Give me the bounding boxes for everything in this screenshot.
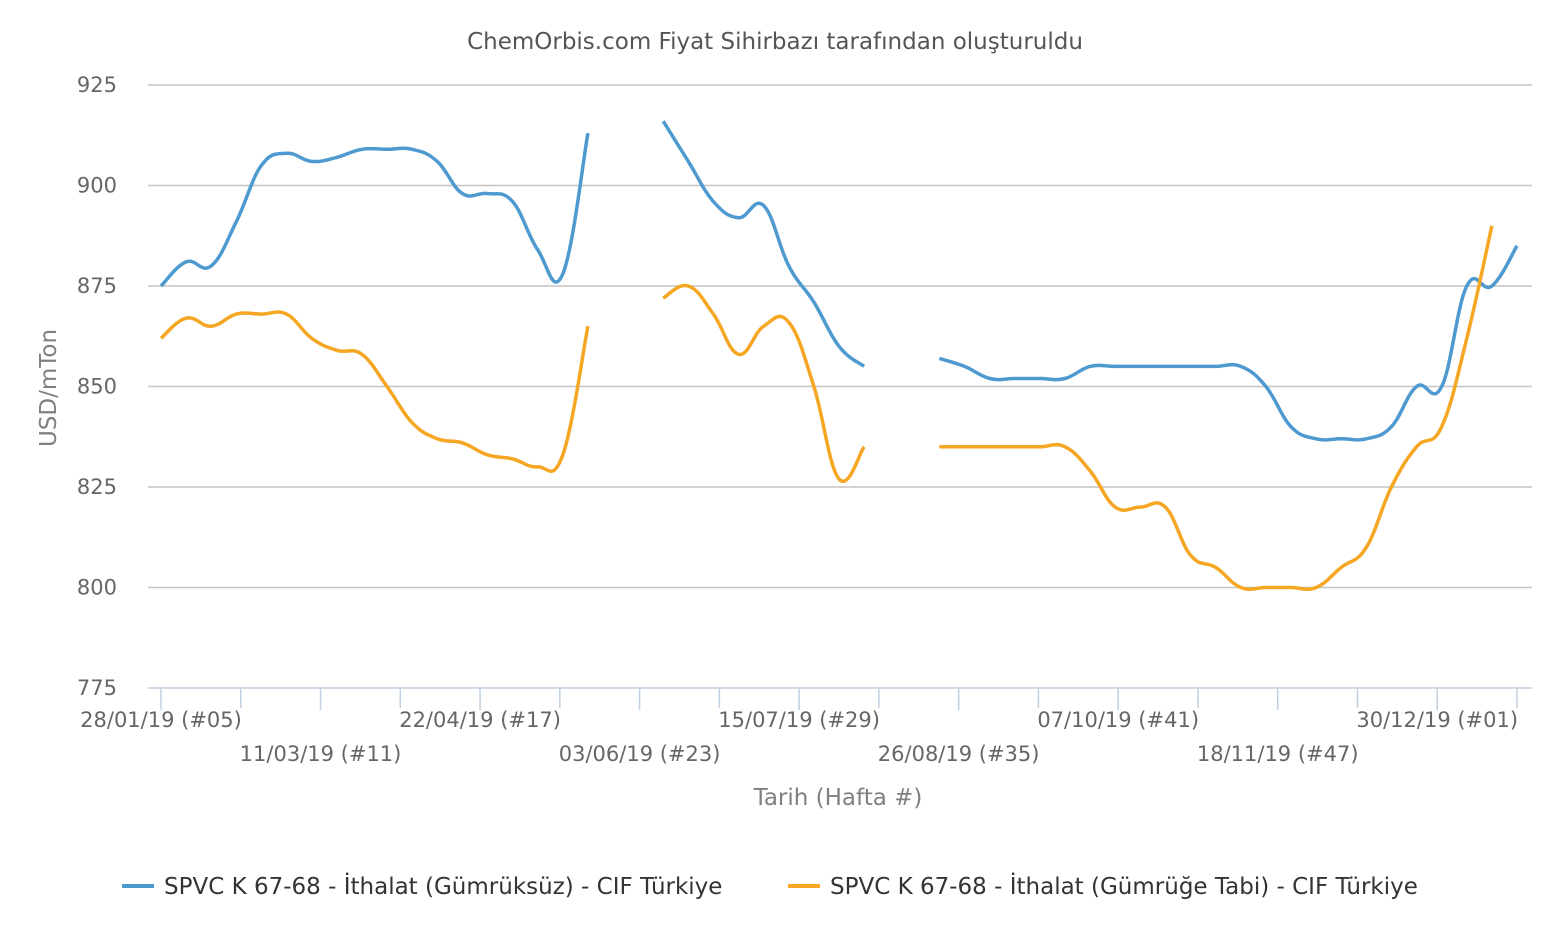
grid <box>148 84 1532 589</box>
y-tick-label: 875 <box>77 274 117 298</box>
y-axis: 775 800 825 850 875 900 925 <box>77 73 117 700</box>
x-axis-label: Tarih (Hafta #) <box>753 785 923 811</box>
x-tick-label: 07/10/19 (#41) <box>1037 708 1199 732</box>
x-tick-label: 11/03/19 (#11) <box>240 742 402 766</box>
series-line <box>159 132 590 288</box>
x-axis: 28/01/19 (#05) 11/03/19 (#11) 22/04/19 (#1… <box>80 687 1532 766</box>
x-tick-label: 30/12/19 (#01) <box>1356 708 1518 732</box>
y-tick-label: 900 <box>77 174 117 198</box>
series-line <box>159 310 590 473</box>
x-tick-label: 22/04/19 (#17) <box>399 708 561 732</box>
series-1 <box>159 120 1519 442</box>
series-2 <box>159 225 1494 592</box>
x-tick-label: 28/01/19 (#05) <box>80 708 242 732</box>
y-tick-label: 925 <box>77 73 117 97</box>
series-line <box>939 225 1494 592</box>
series-group <box>159 120 1519 592</box>
x-tick-label: 15/07/19 (#29) <box>718 708 880 732</box>
x-tick-label: 26/08/19 (#35) <box>878 742 1040 766</box>
legend-label: SPVC K 67-68 - İthalat (Gümrüksüz) - CIF… <box>164 872 722 900</box>
series-line <box>662 283 866 484</box>
series-line <box>938 244 1519 442</box>
y-tick-label: 800 <box>77 576 117 600</box>
x-tick-label: 03/06/19 (#23) <box>559 742 721 766</box>
chart-title: ChemOrbis.com Fiyat Sihirbazı tarafından… <box>467 29 1083 55</box>
x-tick-label: 18/11/19 (#47) <box>1197 742 1359 766</box>
y-tick-label: 825 <box>77 475 117 499</box>
legend-label: SPVC K 67-68 - İthalat (Gümrüğe Tabi) - … <box>830 872 1418 900</box>
legend-item[interactable]: SPVC K 67-68 - İthalat (Gümrüksüz) - CIF… <box>122 872 722 900</box>
legend-item[interactable]: SPVC K 67-68 - İthalat (Gümrüğe Tabi) - … <box>788 872 1418 900</box>
y-tick-label: 775 <box>77 676 117 700</box>
legend: SPVC K 67-68 - İthalat (Gümrüksüz) - CIF… <box>122 872 1418 900</box>
series-line <box>661 120 866 368</box>
y-axis-label: USD/mTon <box>36 329 62 447</box>
y-tick-label: 850 <box>77 375 117 399</box>
